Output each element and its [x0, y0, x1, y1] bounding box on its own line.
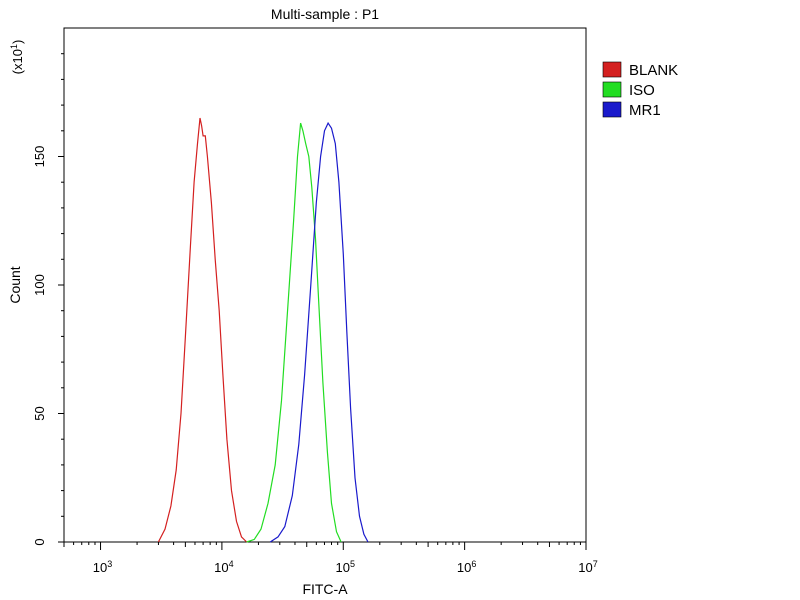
series-line-iso — [246, 122, 342, 543]
legend-label-mr1: MR1 — [629, 102, 661, 119]
y-tick-label: 150 — [32, 146, 47, 168]
series-layer — [157, 117, 369, 543]
legend-swatch-mr1 — [602, 101, 622, 118]
x-tick-label: 106 — [457, 559, 476, 575]
x-tick-label: 107 — [578, 559, 597, 575]
legend-label-blank: BLANK — [629, 62, 678, 79]
x-tick-label: 104 — [214, 559, 233, 575]
axis-layer: 0 50 100 150 103 104 105 106 107 — [32, 53, 598, 575]
legend: BLANK ISO MR1 — [602, 61, 678, 119]
y-axis-title: Count — [7, 266, 23, 303]
y-tick-label: 100 — [32, 274, 47, 296]
x-tick-label: 103 — [93, 559, 112, 575]
series-line-mr1 — [269, 121, 369, 543]
x-axis-title: FITC-A — [302, 581, 348, 597]
y-axis-multiplier: (x101) — [9, 40, 25, 75]
chart-title: Multi-sample : P1 — [271, 6, 379, 22]
x-tick-label: 105 — [336, 559, 355, 575]
legend-label-iso: ISO — [629, 82, 655, 99]
series-line-blank — [157, 117, 248, 543]
y-tick-label: 0 — [32, 538, 47, 545]
y-tick-label: 50 — [32, 406, 47, 420]
legend-swatch-blank — [602, 61, 622, 78]
legend-swatch-iso — [602, 81, 622, 98]
plot-area-frame — [63, 27, 587, 543]
